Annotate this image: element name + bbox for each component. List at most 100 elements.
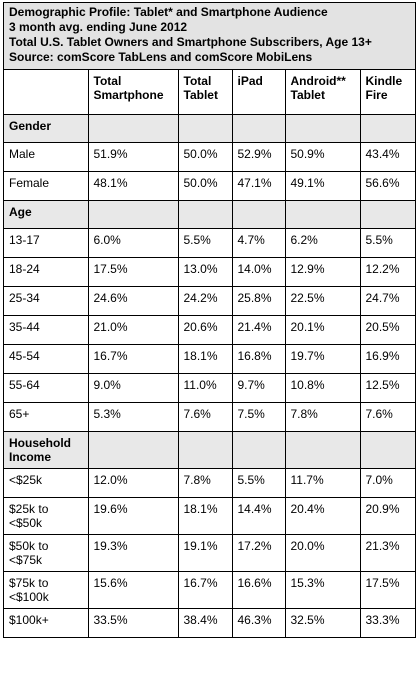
value-cell: 49.1%	[284, 171, 361, 201]
column-header: iPad	[231, 70, 286, 115]
value-cell: 50.0%	[177, 171, 233, 201]
value-cell: 20.4%	[284, 497, 361, 535]
value-cell: 13.0%	[177, 257, 233, 287]
data-row: $75k to <$100k 15.6% 16.7% 16.6% 15.3% 17.5%	[4, 571, 415, 609]
empty-cell	[284, 114, 361, 143]
row-label: 55-64	[4, 373, 89, 403]
value-cell: 16.9%	[359, 344, 415, 374]
value-cell: 11.0%	[177, 373, 233, 403]
value-cell: 7.8%	[284, 402, 361, 432]
value-cell: 10.8%	[284, 373, 361, 403]
column-header: Total Smartphone	[87, 70, 179, 115]
data-row: <$25k 12.0% 7.8% 5.5% 11.7% 7.0%	[4, 468, 415, 498]
value-cell: 20.6%	[177, 315, 233, 345]
section-row: Household Income	[4, 431, 415, 469]
value-cell: 52.9%	[231, 142, 286, 172]
value-cell: 16.8%	[231, 344, 286, 374]
value-cell: 15.3%	[284, 571, 361, 609]
value-cell: 17.2%	[231, 534, 286, 572]
data-table: Total Smartphone Total Tablet iPad Android*…	[4, 70, 415, 637]
value-cell: 18.1%	[177, 344, 233, 374]
value-cell: 20.1%	[284, 315, 361, 345]
header-row: Total Smartphone Total Tablet iPad Android*…	[4, 70, 415, 115]
value-cell: 46.3%	[231, 608, 286, 637]
value-cell: 33.5%	[87, 608, 179, 637]
value-cell: 7.6%	[359, 402, 415, 432]
value-cell: 5.5%	[231, 468, 286, 498]
value-cell: 14.0%	[231, 257, 286, 287]
value-cell: 21.0%	[87, 315, 179, 345]
row-label: $25k to <$50k	[4, 497, 89, 535]
empty-cell	[359, 114, 415, 143]
row-label: Female	[4, 171, 89, 201]
data-row: $50k to <$75k 19.3% 19.1% 17.2% 20.0% 21.3%	[4, 534, 415, 572]
value-cell: 22.5%	[284, 286, 361, 316]
empty-cell	[359, 431, 415, 469]
empty-cell	[231, 114, 286, 143]
value-cell: 19.1%	[177, 534, 233, 572]
data-row: 35-44 21.0% 20.6% 21.4% 20.1% 20.5%	[4, 315, 415, 345]
value-cell: 20.5%	[359, 315, 415, 345]
value-cell: 48.1%	[87, 171, 179, 201]
value-cell: 16.7%	[177, 571, 233, 609]
value-cell: 7.8%	[177, 468, 233, 498]
value-cell: 5.3%	[87, 402, 179, 432]
value-cell: 15.6%	[87, 571, 179, 609]
empty-cell	[87, 200, 179, 229]
value-cell: 33.3%	[359, 608, 415, 637]
value-cell: 21.4%	[231, 315, 286, 345]
value-cell: 19.7%	[284, 344, 361, 374]
table-body: Total Smartphone Total Tablet iPad Android*…	[4, 70, 415, 637]
corner-cell	[4, 70, 89, 115]
header-line: Demographic Profile: Tablet* and Smartph…	[9, 5, 328, 19]
value-cell: 5.5%	[359, 228, 415, 258]
row-label: 18-24	[4, 257, 89, 287]
value-cell: 43.4%	[359, 142, 415, 172]
value-cell: 16.7%	[87, 344, 179, 374]
row-label: <$25k	[4, 468, 89, 498]
data-row: 18-24 17.5% 13.0% 14.0% 12.9% 12.2%	[4, 257, 415, 287]
value-cell: 20.9%	[359, 497, 415, 535]
value-cell: 18.1%	[177, 497, 233, 535]
value-cell: 12.5%	[359, 373, 415, 403]
value-cell: 12.2%	[359, 257, 415, 287]
value-cell: 11.7%	[284, 468, 361, 498]
data-row: 25-34 24.6% 24.2% 25.8% 22.5% 24.7%	[4, 286, 415, 316]
value-cell: 21.3%	[359, 534, 415, 572]
value-cell: 7.0%	[359, 468, 415, 498]
value-cell: 7.6%	[177, 402, 233, 432]
row-label: 45-54	[4, 344, 89, 374]
value-cell: 5.5%	[177, 228, 233, 258]
value-cell: 24.7%	[359, 286, 415, 316]
data-row: 55-64 9.0% 11.0% 9.7% 10.8% 12.5%	[4, 373, 415, 403]
empty-cell	[87, 114, 179, 143]
row-label: 13-17	[4, 228, 89, 258]
row-label: $50k to <$75k	[4, 534, 89, 572]
value-cell: 17.5%	[87, 257, 179, 287]
data-row: Male 51.9% 50.0% 52.9% 50.9% 43.4%	[4, 142, 415, 172]
column-header: Android** Tablet	[284, 70, 361, 115]
data-row: 45-54 16.7% 18.1% 16.8% 19.7% 16.9%	[4, 344, 415, 374]
value-cell: 19.3%	[87, 534, 179, 572]
data-row: $25k to <$50k 19.6% 18.1% 14.4% 20.4% 20.9%	[4, 497, 415, 535]
column-header: Kindle Fire	[359, 70, 415, 115]
value-cell: 25.8%	[231, 286, 286, 316]
value-cell: 6.2%	[284, 228, 361, 258]
section-heading: Gender	[4, 114, 89, 143]
value-cell: 9.7%	[231, 373, 286, 403]
value-cell: 24.6%	[87, 286, 179, 316]
section-row: Age	[4, 200, 415, 229]
value-cell: 12.9%	[284, 257, 361, 287]
value-cell: 38.4%	[177, 608, 233, 637]
value-cell: 14.4%	[231, 497, 286, 535]
value-cell: 6.0%	[87, 228, 179, 258]
data-row: 65+ 5.3% 7.6% 7.5% 7.8% 7.6%	[4, 402, 415, 432]
value-cell: 50.9%	[284, 142, 361, 172]
value-cell: 20.0%	[284, 534, 361, 572]
data-row: Female 48.1% 50.0% 47.1% 49.1% 56.6%	[4, 171, 415, 201]
empty-cell	[177, 200, 233, 229]
empty-cell	[87, 431, 179, 469]
data-row: $100k+ 33.5% 38.4% 46.3% 32.5% 33.3%	[4, 608, 415, 637]
row-label: $75k to <$100k	[4, 571, 89, 609]
empty-cell	[177, 114, 233, 143]
